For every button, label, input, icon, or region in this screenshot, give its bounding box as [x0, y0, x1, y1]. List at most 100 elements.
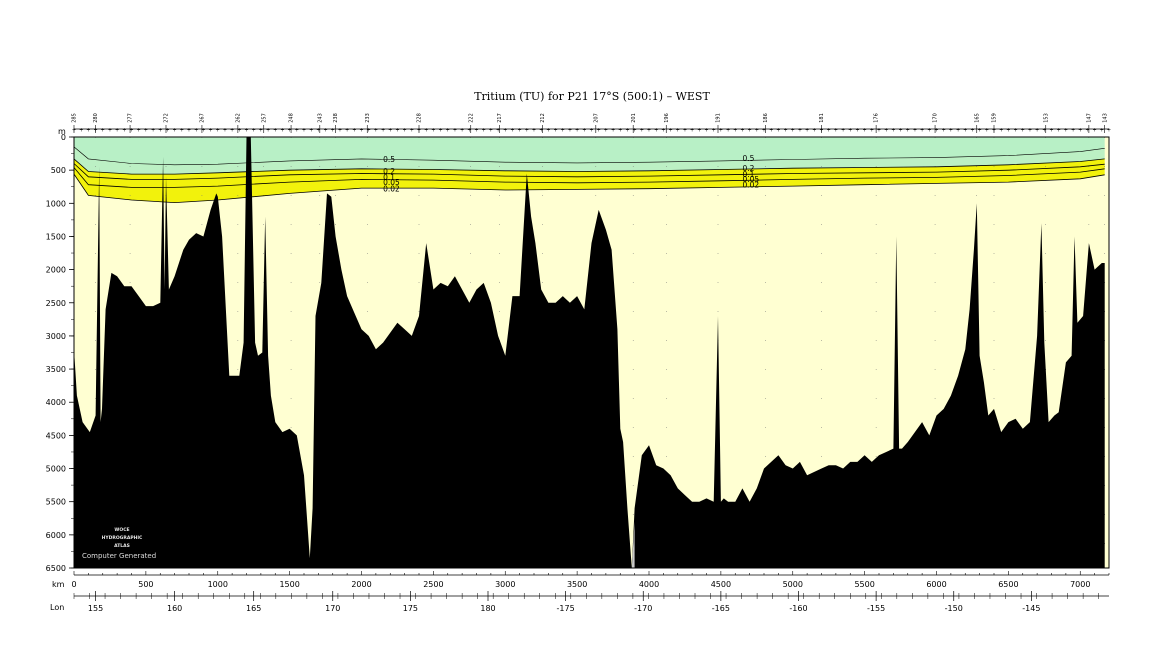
- station-plus-mark: +: [920, 128, 924, 134]
- station-plus-mark: +: [244, 128, 248, 134]
- station-plus-mark: +: [676, 128, 680, 134]
- station-plus-mark: +: [690, 128, 694, 134]
- logo-line-3: ATLAS: [114, 543, 130, 549]
- station-plus-mark: +: [654, 128, 658, 134]
- contour-label-0-02: 0.02: [383, 185, 400, 194]
- station-label: 257: [261, 113, 267, 123]
- station-plus-mark: +: [963, 128, 967, 134]
- station-plus-mark: +: [755, 128, 759, 134]
- station-plus-mark: +: [1049, 128, 1053, 134]
- station-markers: + + + + + + + + + + + + + + + + + + + + + + + + + + + + + + + + + + + + + + + +…: [72, 113, 1112, 133]
- longitude-axis: 155 160 165 170 175 180 -175 -170 -165 -160 -155 -1…: [73, 591, 1109, 613]
- x-tick-label: 5000: [783, 580, 803, 589]
- station-label: 176: [874, 113, 880, 123]
- station-plus-mark: +: [970, 128, 974, 134]
- station-plus-mark: +: [137, 128, 141, 134]
- trench-fill: [623, 521, 635, 568]
- chart-title: Tritium (TU) for P21 17°S (500:1) – WEST: [474, 90, 710, 103]
- station-label: 277: [128, 113, 134, 123]
- station-plus-mark: +: [194, 128, 198, 134]
- y-tick-label: 2500: [46, 299, 66, 308]
- station-plus-mark: +: [978, 128, 982, 134]
- station-plus-mark: +: [625, 128, 629, 134]
- station-plus-mark: +: [604, 128, 608, 134]
- station-plus-mark: +: [345, 128, 349, 134]
- station-plus-mark: +: [891, 128, 895, 134]
- station-plus-mark: +: [208, 128, 212, 134]
- station-plus-mark: +: [999, 128, 1003, 134]
- station-label: 272: [164, 113, 170, 123]
- x-tick-label: 0: [71, 580, 76, 589]
- lon-tick-label: 180: [480, 604, 495, 613]
- y-tick-label: 5500: [46, 498, 66, 507]
- station-plus-mark: +: [201, 128, 205, 134]
- station-plus-mark: +: [323, 128, 327, 134]
- station-label: 262: [235, 113, 241, 123]
- y-tick-label: 6000: [46, 531, 66, 540]
- station-label: 238: [333, 113, 339, 123]
- station-plus-mark: +: [467, 128, 471, 134]
- contour-label-0-5: 0.5: [383, 155, 395, 164]
- y-axis: 0 500 1000 1500 2000 2500 3000 3500 4000 4500 5000…: [46, 133, 74, 573]
- station-plus-mark: +: [1107, 128, 1111, 134]
- lon-tick-label: 155: [88, 604, 103, 613]
- station-plus-mark: +: [704, 128, 708, 134]
- station-label: 191: [716, 113, 722, 123]
- contour-label-0-2: 0.2: [742, 164, 754, 173]
- station-plus-mark: +: [597, 128, 601, 134]
- station-plus-mark: +: [288, 128, 292, 134]
- station-plus-mark: +: [280, 128, 284, 134]
- station-plus-mark: +: [309, 128, 313, 134]
- station-plus-mark: +: [518, 128, 522, 134]
- station-plus-mark: +: [834, 128, 838, 134]
- station-plus-mark: +: [302, 128, 306, 134]
- lon-tick-label: -150: [945, 604, 963, 613]
- station-plus-mark: +: [661, 128, 665, 134]
- station-label: 222: [468, 113, 474, 123]
- station-plus-mark: +: [532, 128, 536, 134]
- station-label: 243: [317, 113, 323, 123]
- station-label: 181: [819, 113, 825, 123]
- y-tick-label: 2000: [46, 266, 66, 275]
- station-plus-mark: +: [374, 128, 378, 134]
- station-label: 170: [933, 113, 939, 123]
- station-plus-mark: +: [827, 128, 831, 134]
- station-label: 159: [992, 113, 998, 123]
- station-plus-mark: +: [410, 128, 414, 134]
- logo-line-1: WOCE: [114, 527, 129, 533]
- station-label: 285: [72, 113, 78, 123]
- station-plus-mark: +: [553, 128, 557, 134]
- station-plus-mark: +: [942, 128, 946, 134]
- lon-tick-label: -155: [867, 604, 885, 613]
- station-plus-mark: +: [359, 128, 363, 134]
- station-plus-mark: +: [108, 128, 112, 134]
- x-tick-label: 4000: [639, 580, 659, 589]
- x-tick-label: 2000: [351, 580, 371, 589]
- station-plus-mark: +: [539, 128, 543, 134]
- woce-atlas-logo: WOCE HYDROGRAPHIC ATLAS Computer Generat…: [82, 527, 156, 560]
- station-plus-mark: +: [525, 128, 529, 134]
- station-plus-mark: +: [1042, 128, 1046, 134]
- contour-line-0-2: [73, 158, 1105, 175]
- lon-tick-label: -170: [634, 604, 652, 613]
- station-plus-mark: +: [230, 128, 234, 134]
- station-plus-mark: +: [611, 128, 615, 134]
- station-label: 248: [289, 113, 295, 123]
- station-plus-mark: +: [489, 128, 493, 134]
- station-plus-mark: +: [503, 128, 507, 134]
- contour-line-0-02: [73, 173, 1105, 204]
- station-plus-mark: +: [496, 128, 500, 134]
- band-0-02-to-0-2: [74, 158, 1105, 203]
- station-plus-mark: +: [1057, 128, 1061, 134]
- lon-tick-label: 160: [167, 604, 182, 613]
- station-plus-mark: +: [927, 128, 931, 134]
- station-label: 186: [763, 113, 769, 123]
- station-label: 196: [664, 113, 670, 123]
- y-tick-label: 3000: [46, 332, 66, 341]
- station-plus-mark: +: [1100, 128, 1104, 134]
- station-plus-mark: +: [1093, 128, 1097, 134]
- bottom-fill: [74, 137, 1105, 568]
- lon-tick-label: -175: [557, 604, 575, 613]
- station-plus-mark: +: [1006, 128, 1010, 134]
